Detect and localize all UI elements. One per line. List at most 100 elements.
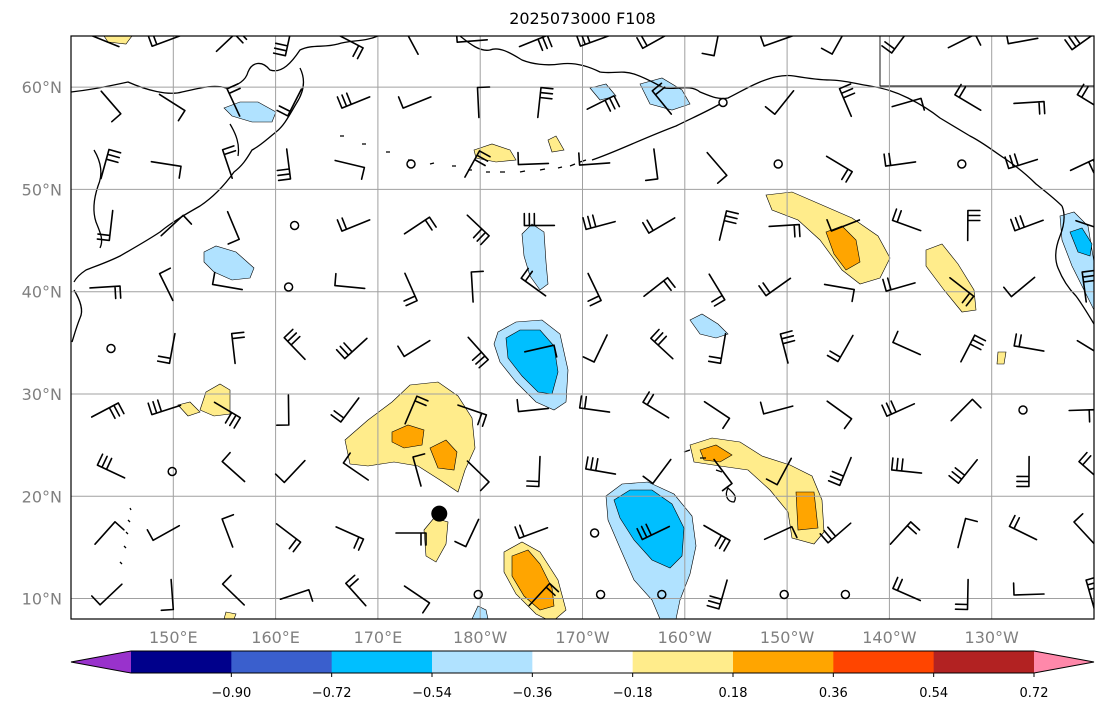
calm-wind-symbol xyxy=(106,343,116,354)
wind-barb xyxy=(91,583,123,606)
wind-barb xyxy=(150,160,182,179)
wind-barb xyxy=(457,404,488,427)
wind-barb xyxy=(578,395,611,413)
asia-coastline xyxy=(71,36,379,94)
wind-barb xyxy=(395,532,427,546)
wind-barb xyxy=(336,217,371,232)
wind-barb xyxy=(276,394,290,426)
wind-barb xyxy=(96,453,126,479)
wind-barb xyxy=(701,36,719,57)
wind-barb xyxy=(636,523,671,541)
japan-coastline xyxy=(71,289,83,343)
hawaii-islands xyxy=(683,449,736,503)
colorbar-extend-high xyxy=(1034,651,1094,673)
wind-barb xyxy=(464,150,491,178)
wind-barb xyxy=(823,283,855,303)
wind-barb xyxy=(334,272,366,290)
wind-barb xyxy=(1003,276,1036,298)
wind-barb xyxy=(587,272,602,307)
longitude-label: 150°E xyxy=(149,628,198,647)
wind-barb xyxy=(517,151,550,166)
wind-barb xyxy=(892,576,922,602)
calm-wind-symbol xyxy=(1018,405,1028,415)
wind-barb xyxy=(1076,339,1094,352)
wind-barb xyxy=(147,36,182,47)
wind-barb xyxy=(889,521,921,545)
positive-anomaly-region xyxy=(177,401,201,417)
longitude-label: 160°W xyxy=(658,628,713,647)
colorbar-swatch xyxy=(331,651,433,673)
wind-barb xyxy=(759,401,794,415)
longitude-label: 150°W xyxy=(760,628,815,647)
wind-barb xyxy=(221,513,235,548)
wind-barb xyxy=(520,267,547,297)
wind-barb xyxy=(707,332,727,365)
wind-barb xyxy=(642,217,676,234)
wind-barb xyxy=(334,159,366,180)
wind-barb xyxy=(407,36,419,55)
colorbar-tick-label: −0.54 xyxy=(412,686,452,701)
wind-barb xyxy=(891,208,922,232)
wind-barb xyxy=(1013,333,1045,352)
wind-barb xyxy=(221,145,237,179)
colorbar-tick-label: 0.72 xyxy=(1020,686,1049,701)
wind-barb xyxy=(160,214,193,237)
colorbar-tick-label: 0.36 xyxy=(819,686,848,701)
wind-barb xyxy=(960,334,987,363)
wind-barb xyxy=(90,402,125,420)
colorbar-swatch xyxy=(532,651,634,673)
colorbar-swatch xyxy=(632,651,734,673)
colorbar-tick-label: −0.18 xyxy=(613,686,653,701)
wind-barb xyxy=(335,337,368,360)
wind-barb xyxy=(966,209,981,242)
wind-barb xyxy=(467,336,489,369)
wind-barb xyxy=(642,391,670,419)
wind-barb xyxy=(403,216,437,235)
wind-barb xyxy=(211,271,243,291)
wind-barb xyxy=(954,578,969,611)
latitude-label: 10°N xyxy=(22,590,62,609)
wind-barb xyxy=(1016,455,1030,488)
wind-barb xyxy=(706,151,728,184)
wind-barb xyxy=(703,524,731,552)
wind-barb xyxy=(764,90,795,115)
wind-barb xyxy=(949,277,975,307)
wind-barb xyxy=(100,90,122,123)
coastlines xyxy=(71,36,1094,565)
calm-wind-symbol xyxy=(779,589,789,600)
calm-wind-symbol xyxy=(840,589,851,600)
wind-barb xyxy=(158,93,186,122)
longitude-labels: 150°E 160°E 170°E 180°W 170°W 160°W 150°W 140°W… xyxy=(149,628,1019,647)
longitude-label: 140°W xyxy=(862,628,917,647)
wind-barb xyxy=(826,219,861,232)
positive-anomaly-region xyxy=(391,424,425,449)
wind-barb xyxy=(585,456,617,475)
wind-barb xyxy=(578,152,611,166)
wind-barb xyxy=(890,457,923,474)
wind-barb xyxy=(957,517,978,549)
colorbar-tick-label: −0.90 xyxy=(211,686,251,701)
wind-barb xyxy=(272,36,291,57)
wind-barb xyxy=(336,92,371,109)
wind-barb xyxy=(100,148,122,180)
wind-barb xyxy=(230,331,245,365)
wind-barb xyxy=(825,155,853,183)
wind-barb xyxy=(892,330,922,356)
wind-barb xyxy=(470,270,484,303)
wind-barb xyxy=(403,585,431,614)
asia-coastline xyxy=(73,67,305,283)
calm-wind-symbol xyxy=(283,282,294,292)
wind-barb xyxy=(404,395,429,425)
wind-barb xyxy=(466,214,490,246)
negative-anomaly-region xyxy=(589,83,617,101)
colorbar-tick-label: −0.36 xyxy=(512,686,552,701)
wind-barb xyxy=(881,400,916,417)
wind-barb xyxy=(651,82,673,115)
wind-barb xyxy=(158,267,174,302)
wind-barb xyxy=(642,458,672,485)
wind-barb xyxy=(528,582,560,607)
calm-wind-symbol xyxy=(473,589,483,600)
colorbar-tick-label: 0.18 xyxy=(719,686,748,701)
colorbar-swatch xyxy=(131,651,232,673)
positive-anomaly-region xyxy=(547,135,565,153)
